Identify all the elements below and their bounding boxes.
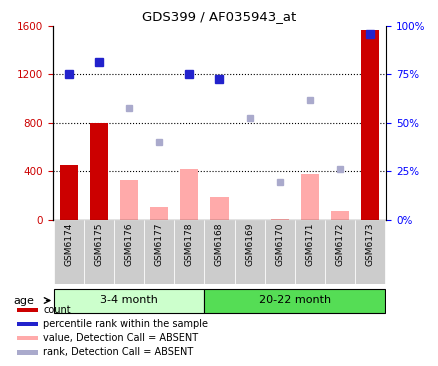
Text: GSM6177: GSM6177 xyxy=(155,223,163,266)
Bar xyxy=(300,173,318,220)
Bar xyxy=(210,197,228,220)
Text: rank, Detection Call = ABSENT: rank, Detection Call = ABSENT xyxy=(43,347,193,358)
Bar xyxy=(17,350,38,355)
Text: GSM6169: GSM6169 xyxy=(244,223,254,266)
Text: GSM6173: GSM6173 xyxy=(364,223,374,266)
Text: GSM6172: GSM6172 xyxy=(335,223,343,266)
Bar xyxy=(174,220,204,284)
Text: count: count xyxy=(43,305,71,315)
Bar xyxy=(84,220,114,284)
Bar xyxy=(354,220,384,284)
Bar xyxy=(17,336,38,340)
Text: GSM6174: GSM6174 xyxy=(64,223,74,266)
Text: GSM6176: GSM6176 xyxy=(124,223,134,266)
Text: GSM6168: GSM6168 xyxy=(215,223,223,266)
Bar xyxy=(90,123,108,220)
Text: GSM6171: GSM6171 xyxy=(304,223,314,266)
Bar xyxy=(17,322,38,326)
Bar xyxy=(324,220,354,284)
Text: 3-4 month: 3-4 month xyxy=(100,295,158,306)
Bar xyxy=(114,220,144,284)
Bar xyxy=(204,220,234,284)
Bar xyxy=(120,180,138,220)
Bar xyxy=(204,289,384,313)
Text: age: age xyxy=(13,296,34,306)
Bar xyxy=(144,220,174,284)
Bar xyxy=(234,220,264,284)
Bar xyxy=(17,308,38,312)
Text: GSM6178: GSM6178 xyxy=(184,223,194,266)
Text: percentile rank within the sample: percentile rank within the sample xyxy=(43,320,208,329)
Bar xyxy=(294,220,324,284)
Bar xyxy=(270,219,288,220)
Bar xyxy=(360,30,378,220)
Text: value, Detection Call = ABSENT: value, Detection Call = ABSENT xyxy=(43,333,198,343)
Bar xyxy=(150,208,168,220)
Bar xyxy=(330,211,348,220)
Bar xyxy=(54,289,204,313)
Text: GSM6175: GSM6175 xyxy=(95,223,103,266)
Title: GDS399 / AF035943_at: GDS399 / AF035943_at xyxy=(142,10,296,23)
Bar xyxy=(60,165,78,220)
Bar xyxy=(264,220,294,284)
Bar xyxy=(54,220,84,284)
Bar xyxy=(180,169,198,220)
Text: GSM6170: GSM6170 xyxy=(275,223,283,266)
Text: 20-22 month: 20-22 month xyxy=(258,295,330,306)
